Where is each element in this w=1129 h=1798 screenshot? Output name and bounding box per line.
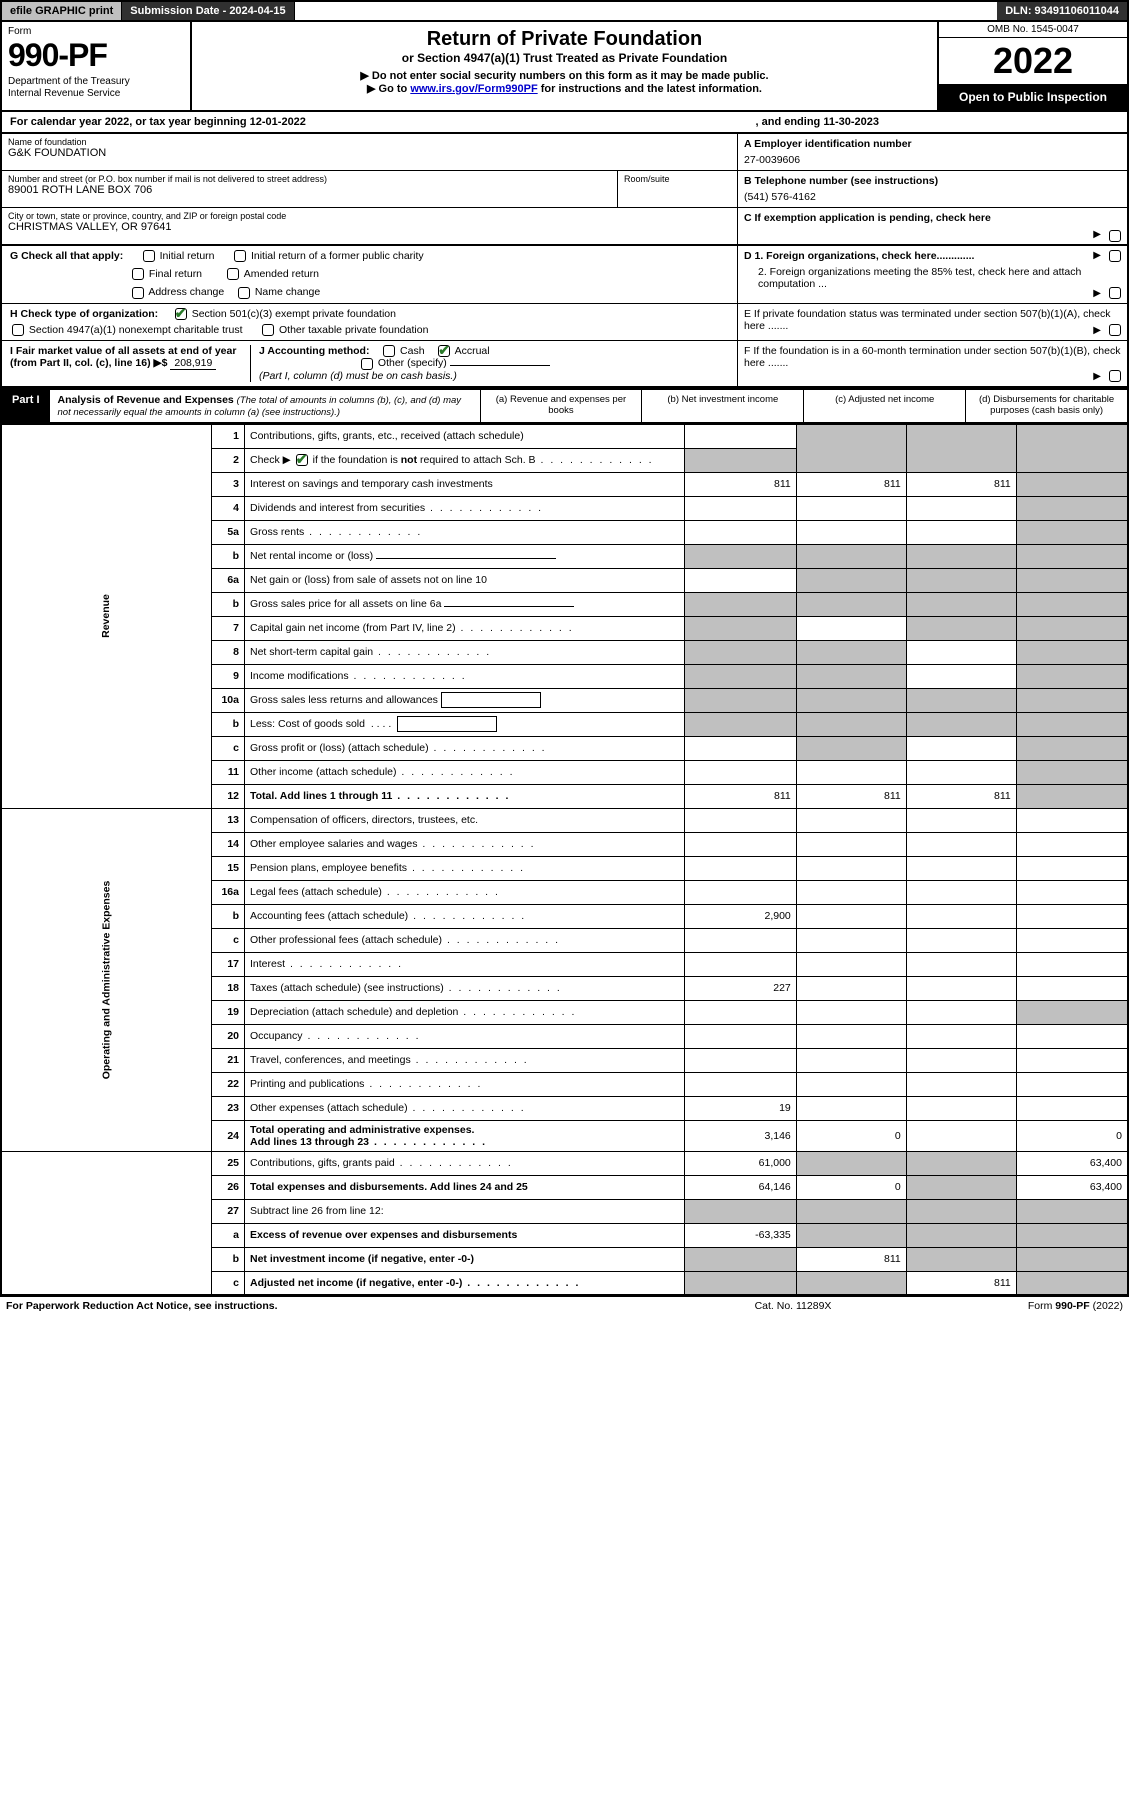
f-cb[interactable] [1109, 370, 1121, 382]
schb-cb[interactable] [296, 454, 308, 466]
g-addr-cb[interactable] [132, 287, 144, 299]
h-block: H Check type of organization: Section 50… [2, 304, 737, 340]
irs-link[interactable]: www.irs.gov/Form990PF [410, 83, 537, 95]
footer-left: For Paperwork Reduction Act Notice, see … [6, 1300, 663, 1312]
ein-val: 27-0039606 [744, 154, 1121, 166]
form-subtitle: or Section 4947(a)(1) Trust Treated as P… [200, 51, 929, 65]
d2-cb[interactable] [1109, 287, 1121, 299]
d1-lbl: D 1. Foreign organizations, check here..… [744, 250, 974, 262]
c-block: C If exemption application is pending, c… [737, 208, 1127, 244]
j-block: J Accounting method: Cash Accrual Other … [250, 345, 729, 381]
dln-label: DLN: 93491106011044 [997, 2, 1127, 20]
row-13: Operating and Administrative Expenses 13… [1, 808, 1128, 832]
g-initial-former-cb[interactable] [234, 250, 246, 262]
open-inspection: Open to Public Inspection [939, 84, 1127, 110]
col-c-hdr: (c) Adjusted net income [803, 390, 965, 422]
note-ssn: ▶ Do not enter social security numbers o… [200, 69, 929, 82]
city-lbl: City or town, state or province, country… [8, 211, 731, 221]
row-25: 25Contributions, gifts, grants paid61,00… [1, 1151, 1128, 1175]
room-lbl: Room/suite [624, 174, 731, 184]
foundation-name: G&K FOUNDATION [8, 147, 731, 159]
info-row-1: Name of foundation G&K FOUNDATION A Empl… [0, 134, 1129, 171]
c-lbl: C If exemption application is pending, c… [744, 212, 991, 224]
d1-cb[interactable] [1109, 250, 1121, 262]
phone-lbl: B Telephone number (see instructions) [744, 175, 1121, 187]
part1-table: Revenue 1 Contributions, gifts, grants, … [0, 424, 1129, 1297]
efile-label: efile GRAPHIC print [2, 2, 122, 20]
info-row-3: City or town, state or province, country… [0, 208, 1129, 246]
g-initial-cb[interactable] [143, 250, 155, 262]
arrow-icon: ▶ [1093, 229, 1101, 240]
name-lbl: Name of foundation [8, 137, 731, 147]
part1-desc: Analysis of Revenue and Expenses (The to… [50, 390, 480, 422]
top-bar: efile GRAPHIC print Submission Date - 20… [0, 0, 1129, 22]
h-501c3-cb[interactable] [175, 308, 187, 320]
footer-right: Form 990-PF (2022) [923, 1300, 1123, 1312]
he-row: H Check type of organization: Section 50… [0, 304, 1129, 341]
phone-block: B Telephone number (see instructions) (5… [737, 171, 1127, 207]
col-b-hdr: (b) Net investment income [641, 390, 803, 422]
header-left: Form 990-PF Department of the Treasury I… [2, 22, 192, 110]
g-lbl: G Check all that apply: [10, 250, 123, 262]
i-val: 208,919 [170, 357, 216, 370]
e-cb[interactable] [1109, 324, 1121, 336]
addr-lbl: Number and street (or P.O. box number if… [8, 174, 611, 184]
j-accrual-cb[interactable] [438, 345, 450, 357]
form-title: Return of Private Foundation [200, 28, 929, 51]
omb-number: OMB No. 1545-0047 [939, 22, 1127, 38]
j-lbl: J Accounting method: [259, 345, 369, 357]
e-lbl: E If private foundation status was termi… [744, 308, 1111, 332]
topbar-spacer [295, 2, 998, 20]
e-block: E If private foundation status was termi… [737, 304, 1127, 340]
part1-label: Part I [2, 390, 50, 422]
h-lbl: H Check type of organization: [10, 308, 158, 320]
col-d-hdr: (d) Disbursements for charitable purpose… [965, 390, 1127, 422]
f-block: F If the foundation is in a 60-month ter… [737, 341, 1127, 385]
j-other-cb[interactable] [361, 358, 373, 370]
gd-row: G Check all that apply: Initial return I… [0, 246, 1129, 304]
dept-label: Department of the Treasury Internal Reve… [8, 76, 184, 100]
addr-val: 89001 ROTH LANE BOX 706 [8, 184, 611, 196]
row-1: Revenue 1 Contributions, gifts, grants, … [1, 424, 1128, 448]
col-a-hdr: (a) Revenue and expenses per books [480, 390, 642, 422]
part1-header: Part I Analysis of Revenue and Expenses … [0, 388, 1129, 424]
j-note: (Part I, column (d) must be on cash basi… [259, 370, 729, 382]
f-lbl: F If the foundation is in a 60-month ter… [744, 345, 1120, 369]
d2-lbl: 2. Foreign organizations meeting the 85%… [758, 266, 1081, 290]
header-right: OMB No. 1545-0047 2022 Open to Public In… [937, 22, 1127, 110]
j-cash-cb[interactable] [383, 345, 395, 357]
calendar-begin: For calendar year 2022, or tax year begi… [10, 116, 306, 128]
ein-lbl: A Employer identification number [744, 138, 1121, 150]
info-row-2: Number and street (or P.O. box number if… [0, 171, 1129, 208]
form-word: Form [8, 26, 184, 37]
city-val: CHRISTMAS VALLEY, OR 97641 [8, 221, 731, 233]
g-name-cb[interactable] [238, 287, 250, 299]
footer-mid: Cat. No. 11289X [663, 1300, 923, 1312]
g-final-cb[interactable] [132, 268, 144, 280]
form-header: Form 990-PF Department of the Treasury I… [0, 22, 1129, 112]
submission-date: Submission Date - 2024-04-15 [122, 2, 294, 20]
form-number: 990-PF [8, 37, 184, 74]
h-other-cb[interactable] [262, 324, 274, 336]
calendar-year-row: For calendar year 2022, or tax year begi… [0, 112, 1129, 134]
expense-sidelabel: Operating and Administrative Expenses [100, 880, 112, 1079]
note-goto: ▶ Go to www.irs.gov/Form990PF for instru… [200, 82, 929, 95]
ein-block: A Employer identification number 27-0039… [737, 134, 1127, 170]
g-amended-cb[interactable] [227, 268, 239, 280]
ijf-row: I Fair market value of all assets at end… [0, 341, 1129, 387]
page-footer: For Paperwork Reduction Act Notice, see … [0, 1296, 1129, 1315]
revenue-sidelabel: Revenue [100, 594, 112, 638]
header-mid: Return of Private Foundation or Section … [192, 22, 937, 110]
phone-val: (541) 576-4162 [744, 191, 1121, 203]
tax-year: 2022 [939, 38, 1127, 84]
i-block: I Fair market value of all assets at end… [10, 345, 250, 381]
name-block: Name of foundation G&K FOUNDATION [2, 134, 737, 170]
c-checkbox[interactable] [1109, 230, 1121, 242]
calendar-end: , and ending 11-30-2023 [756, 116, 880, 128]
g-block: G Check all that apply: Initial return I… [2, 246, 737, 303]
d-block: D 1. Foreign organizations, check here..… [737, 246, 1127, 303]
h-4947-cb[interactable] [12, 324, 24, 336]
